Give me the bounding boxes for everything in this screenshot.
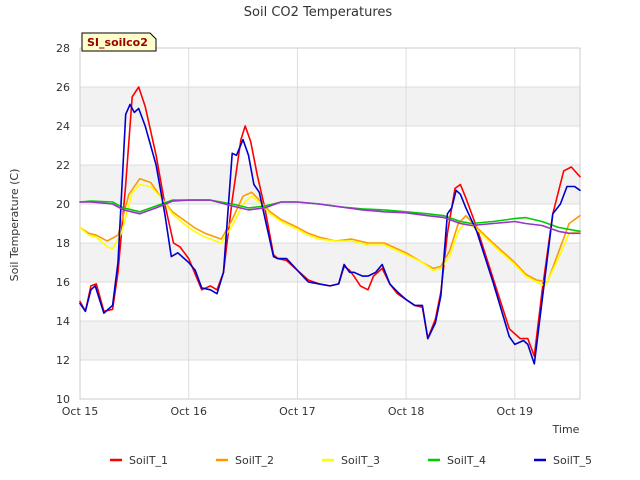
legend-label: SoilT_2 <box>235 454 274 467</box>
series-line-soilt-3 <box>79 183 581 287</box>
x-tick-label: Oct 15 <box>62 405 99 418</box>
y-tick-label: 10 <box>56 393 70 406</box>
y-axis-label: Soil Temperature (C) <box>8 169 21 282</box>
plot-band <box>80 48 580 87</box>
plot-band <box>80 243 580 282</box>
y-tick-label: 22 <box>56 159 70 172</box>
x-tick-label: Oct 17 <box>279 405 316 418</box>
plot-band <box>80 360 580 399</box>
y-tick-label: 26 <box>56 81 70 94</box>
x-tick-label: Oct 16 <box>170 405 207 418</box>
plot-band <box>80 204 580 243</box>
series-lines <box>79 86 581 365</box>
y-axis-ticks: 10 12 14 16 18 20 22 24 26 28 <box>56 42 70 406</box>
plot-band <box>80 165 580 204</box>
y-tick-label: 16 <box>56 276 70 289</box>
y-tick-label: 28 <box>56 42 70 55</box>
plot-frame <box>79 47 581 400</box>
legend-label: SoilT_1 <box>129 454 168 467</box>
y-tick-label: 12 <box>56 354 70 367</box>
series-line-soilt-2 <box>79 177 581 283</box>
legend-label: SoilT_5 <box>553 454 592 467</box>
plot-band <box>80 126 580 165</box>
y-tick-label: 14 <box>56 315 70 328</box>
x-axis-label: Time <box>552 423 580 436</box>
chart-title: Soil CO2 Temperatures <box>244 5 393 20</box>
site-label: SI_soilco2 <box>87 36 148 49</box>
x-tick-label: Oct 18 <box>388 405 425 418</box>
plot-background-bands <box>80 48 580 399</box>
x-tick-label: Oct 19 <box>497 405 534 418</box>
y-tick-label: 20 <box>56 198 70 211</box>
series-line-soilt-5 <box>79 103 581 365</box>
series-line-soilt-6 <box>79 199 581 235</box>
y-tick-label: 18 <box>56 237 70 250</box>
plot-band <box>80 321 580 360</box>
x-axis-ticks: Oct 15 Oct 16 Oct 17 Oct 18 Oct 19 <box>62 405 533 418</box>
y-tick-label: 24 <box>56 120 70 133</box>
legend: SoilT_1SoilT_2SoilT_3SoilT_4SoilT_5SoilT… <box>110 454 592 467</box>
legend-label: SoilT_4 <box>447 454 486 467</box>
site-label-box: SI_soilco2 <box>81 32 157 52</box>
plot-band <box>80 87 580 126</box>
legend-label: SoilT_3 <box>341 454 380 467</box>
